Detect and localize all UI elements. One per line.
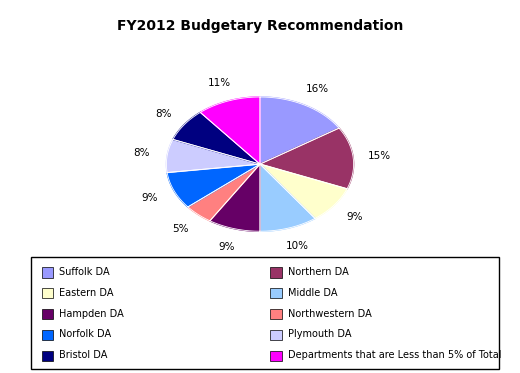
Text: 8%: 8% [155, 109, 171, 119]
Text: Departments that are Less than 5% of Total: Departments that are Less than 5% of Tot… [288, 351, 502, 360]
Text: 16%: 16% [306, 84, 329, 94]
Text: 15%: 15% [368, 151, 391, 161]
FancyBboxPatch shape [31, 257, 499, 369]
Bar [42, 288, 53, 298]
Text: Bristol DA: Bristol DA [59, 351, 108, 360]
Text: 9%: 9% [142, 193, 158, 203]
Text: Northern DA: Northern DA [288, 267, 349, 276]
Text: 10%: 10% [285, 241, 308, 251]
Bar [270, 330, 282, 341]
Polygon shape [188, 164, 260, 221]
Bar [270, 309, 282, 319]
Polygon shape [260, 128, 354, 189]
Bar [270, 351, 282, 361]
Text: 11%: 11% [208, 78, 231, 88]
Polygon shape [260, 164, 347, 219]
Text: Eastern DA: Eastern DA [59, 288, 114, 298]
Text: Middle DA: Middle DA [288, 288, 337, 298]
Polygon shape [166, 140, 260, 173]
Text: FY2012 Budgetary Recommendation: FY2012 Budgetary Recommendation [117, 19, 403, 33]
Text: Hampden DA: Hampden DA [59, 308, 124, 319]
Bar [270, 267, 282, 278]
Polygon shape [210, 164, 260, 231]
Bar [42, 267, 53, 278]
Text: Suffolk DA: Suffolk DA [59, 267, 110, 276]
Polygon shape [173, 112, 260, 164]
Polygon shape [167, 164, 260, 207]
Bar [270, 288, 282, 298]
Polygon shape [200, 97, 260, 164]
Text: 5%: 5% [173, 223, 189, 233]
Text: Northwestern DA: Northwestern DA [288, 308, 372, 319]
Bar [42, 309, 53, 319]
Text: Norfolk DA: Norfolk DA [59, 329, 111, 339]
Text: 9%: 9% [346, 212, 363, 222]
Polygon shape [260, 97, 339, 164]
Bar [42, 330, 53, 341]
Text: 8%: 8% [133, 148, 149, 159]
Polygon shape [260, 164, 315, 231]
Text: Plymouth DA: Plymouth DA [288, 329, 352, 339]
Bar [42, 351, 53, 361]
Text: 9%: 9% [218, 242, 235, 252]
